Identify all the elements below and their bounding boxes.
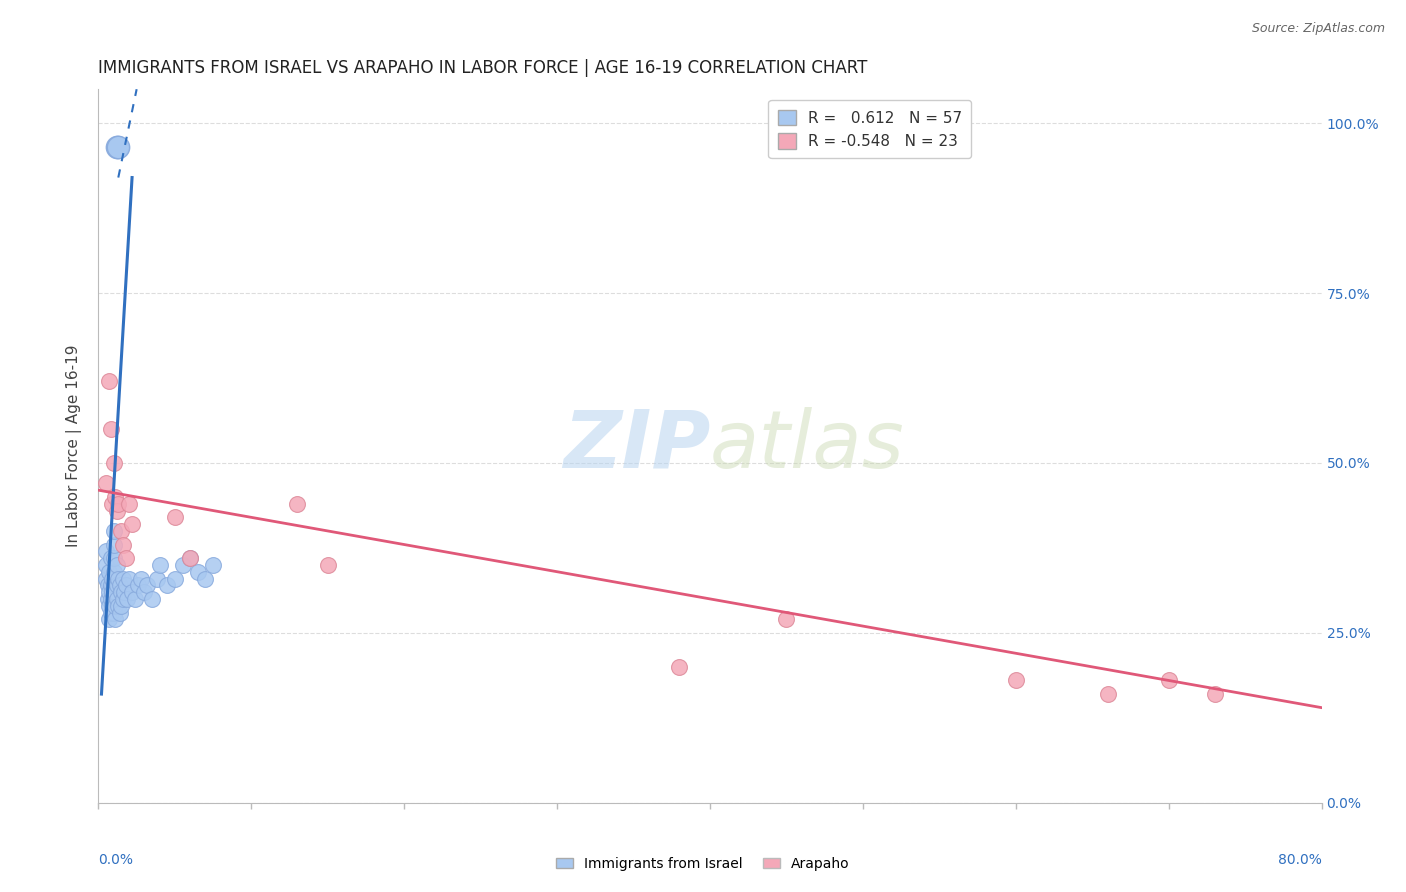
Point bbox=[100, 422, 122, 436]
Point bbox=[1097, 687, 1119, 701]
Point bbox=[179, 551, 201, 566]
Point bbox=[141, 591, 163, 606]
Point bbox=[187, 565, 209, 579]
Point bbox=[103, 456, 125, 470]
Point bbox=[97, 578, 120, 592]
Point bbox=[105, 140, 128, 154]
Point bbox=[100, 591, 122, 606]
Text: IMMIGRANTS FROM ISRAEL VS ARAPAHO IN LABOR FORCE | AGE 16-19 CORRELATION CHART: IMMIGRANTS FROM ISRAEL VS ARAPAHO IN LAB… bbox=[98, 59, 868, 77]
Point bbox=[129, 572, 152, 586]
Point bbox=[94, 544, 117, 558]
Point bbox=[172, 558, 194, 572]
Point bbox=[202, 558, 225, 572]
Point bbox=[103, 565, 125, 579]
Point bbox=[98, 585, 121, 599]
Point bbox=[121, 517, 143, 532]
Point bbox=[194, 572, 217, 586]
Point bbox=[98, 612, 121, 626]
Point bbox=[101, 497, 124, 511]
Point bbox=[103, 524, 125, 538]
Point bbox=[98, 375, 121, 389]
Point bbox=[316, 558, 339, 572]
Point bbox=[134, 585, 156, 599]
Text: 0.0%: 0.0% bbox=[98, 853, 134, 867]
Point bbox=[110, 524, 132, 538]
Point bbox=[94, 572, 117, 586]
Point bbox=[94, 476, 117, 491]
Point bbox=[100, 551, 122, 566]
Point bbox=[115, 578, 138, 592]
Point bbox=[111, 572, 134, 586]
Point bbox=[145, 572, 167, 586]
Point bbox=[97, 591, 120, 606]
Point bbox=[104, 612, 127, 626]
Point bbox=[108, 606, 131, 620]
Point bbox=[103, 551, 125, 566]
Point bbox=[111, 591, 134, 606]
Point bbox=[105, 503, 128, 517]
Point bbox=[101, 599, 124, 613]
Point bbox=[127, 578, 149, 592]
Point bbox=[179, 551, 201, 566]
Point bbox=[101, 585, 124, 599]
Point bbox=[121, 585, 143, 599]
Point bbox=[118, 572, 141, 586]
Point bbox=[105, 558, 128, 572]
Point bbox=[103, 591, 125, 606]
Legend: Immigrants from Israel, Arapaho: Immigrants from Israel, Arapaho bbox=[551, 851, 855, 876]
Point bbox=[149, 558, 172, 572]
Point bbox=[103, 606, 125, 620]
Point bbox=[105, 591, 128, 606]
Point bbox=[107, 599, 129, 613]
Point bbox=[107, 140, 129, 154]
Point bbox=[111, 537, 134, 551]
Text: Source: ZipAtlas.com: Source: ZipAtlas.com bbox=[1251, 22, 1385, 36]
Point bbox=[775, 612, 797, 626]
Point bbox=[1004, 673, 1026, 688]
Point bbox=[104, 599, 127, 613]
Point bbox=[104, 490, 127, 504]
Point bbox=[115, 551, 138, 566]
Point bbox=[156, 578, 179, 592]
Point bbox=[1204, 687, 1226, 701]
Point bbox=[94, 558, 117, 572]
Text: ZIP: ZIP bbox=[562, 407, 710, 485]
Point bbox=[1157, 673, 1180, 688]
Text: 80.0%: 80.0% bbox=[1278, 853, 1322, 867]
Point bbox=[108, 578, 131, 592]
Point bbox=[100, 578, 122, 592]
Legend: R =   0.612   N = 57, R = -0.548   N = 23: R = 0.612 N = 57, R = -0.548 N = 23 bbox=[769, 101, 972, 159]
Point bbox=[117, 591, 139, 606]
Point bbox=[285, 497, 308, 511]
Point bbox=[163, 572, 186, 586]
Point bbox=[104, 585, 127, 599]
Point bbox=[103, 537, 125, 551]
Point bbox=[98, 599, 121, 613]
Point bbox=[110, 585, 132, 599]
Point bbox=[98, 565, 121, 579]
Point bbox=[163, 510, 186, 524]
Point bbox=[101, 572, 124, 586]
Point bbox=[668, 660, 690, 674]
Point bbox=[103, 578, 125, 592]
Point bbox=[100, 606, 122, 620]
Point bbox=[112, 585, 135, 599]
Point bbox=[136, 578, 159, 592]
Point bbox=[110, 599, 132, 613]
Point bbox=[118, 497, 141, 511]
Y-axis label: In Labor Force | Age 16-19: In Labor Force | Age 16-19 bbox=[66, 344, 83, 548]
Point bbox=[105, 578, 128, 592]
Point bbox=[107, 497, 129, 511]
Point bbox=[107, 572, 129, 586]
Text: atlas: atlas bbox=[710, 407, 905, 485]
Point bbox=[124, 591, 146, 606]
